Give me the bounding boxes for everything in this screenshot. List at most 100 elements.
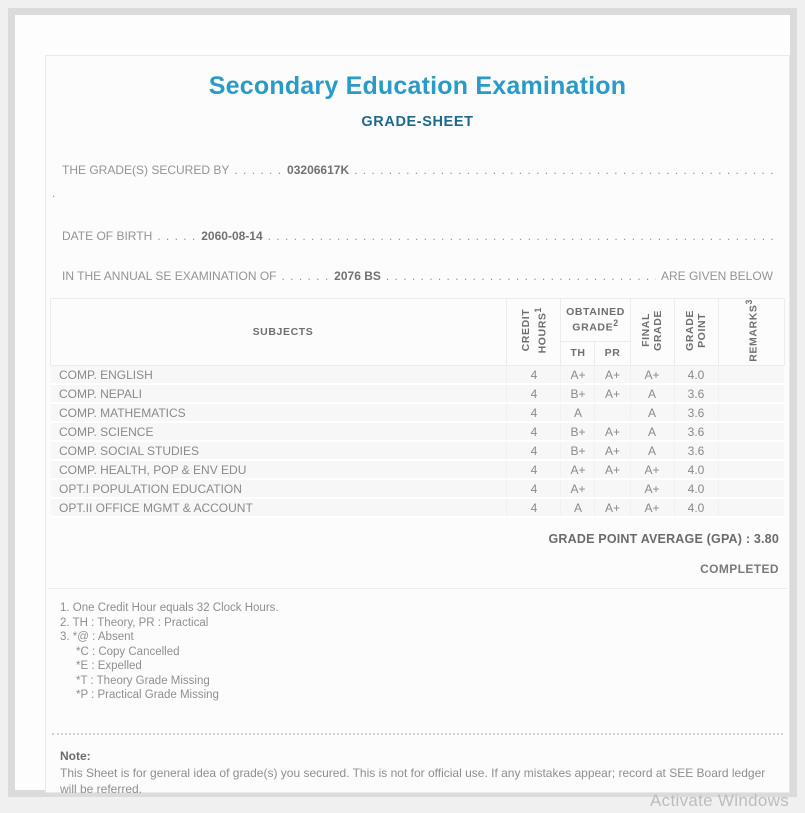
orphan-dot-line: . <box>52 186 773 200</box>
column-header-pr: PR <box>594 341 631 366</box>
grades-secured-label: THE GRADE(S) SECURED BY <box>62 163 230 177</box>
cell-credit: 4 <box>506 384 562 405</box>
dob-label: DATE OF BIRTH <box>62 229 153 243</box>
grade-table-body: COMP. ENGLISH 4 A+ A+ A+ 4.0 COMP. NEPALI 4 B+ A+… <box>50 365 784 519</box>
cell-gp: 3.6 <box>674 384 719 405</box>
column-header-credit-hours: CREDIT HOURS1 <box>506 298 562 366</box>
dob-value: 2060-08-14 <box>201 229 263 243</box>
cell-subject: OPT.II OFFICE MGMT & ACCOUNT <box>50 498 508 519</box>
footnote-line: 2. TH : Theory, PR : Practical <box>60 616 209 629</box>
cell-final: A+ <box>630 479 675 500</box>
column-header-obtained-grade: OBTAINED GRADE2 <box>560 298 631 342</box>
cell-credit: 4 <box>506 479 562 500</box>
symbol-number-value: 03206617K <box>287 163 350 177</box>
cell-subject: COMP. NEPALI <box>50 384 508 405</box>
exam-suffix-label: ARE GIVEN BELOW <box>660 269 773 283</box>
cell-credit: 4 <box>506 460 562 481</box>
table-row: COMP. MATHEMATICS 4 A A 3.6 <box>50 403 784 424</box>
cell-gp: 3.6 <box>674 403 719 424</box>
cell-remarks <box>718 384 784 405</box>
cell-th: A <box>560 403 596 424</box>
grades-secured-line: THE GRADE(S) SECURED BY . . . . . . 0320… <box>62 163 773 177</box>
final-grade-text: FINAL GRADE <box>640 309 664 351</box>
cell-gp: 4.0 <box>674 479 719 500</box>
cell-remarks <box>718 441 784 462</box>
completion-status: COMPLETED <box>700 562 779 577</box>
cell-subject: COMP. SCIENCE <box>50 422 508 443</box>
dotted-separator <box>52 732 783 735</box>
table-row: COMP. SOCIAL STUDIES 4 B+ A+ A 3.6 <box>50 441 784 462</box>
cell-subject: COMP. ENGLISH <box>50 365 508 386</box>
note-text: This Sheet is for general idea of grade(… <box>60 765 766 796</box>
cell-final: A+ <box>630 460 675 481</box>
column-header-final-grade: FINAL GRADE <box>629 298 675 366</box>
footnote-line: *P : Practical Grade Missing <box>60 689 219 702</box>
gpa-value: GRADE POINT AVERAGE (GPA) : 3.80 <box>548 532 779 547</box>
cell-th: A <box>560 498 596 519</box>
cell-credit: 4 <box>506 365 562 386</box>
cell-pr: A+ <box>594 460 631 481</box>
table-row: COMP. HEALTH, POP & ENV EDU 4 A+ A+ A+ 4.0 <box>50 460 784 481</box>
leader-dots: . . . . . . <box>281 269 330 283</box>
column-header-grade-point: GRADE POINT <box>673 298 719 366</box>
column-header-remarks: REMARKS3 <box>717 298 785 366</box>
cell-th: B+ <box>560 384 596 405</box>
cell-subject: COMP. HEALTH, POP & ENV EDU <box>50 460 508 481</box>
cell-gp: 4.0 <box>674 460 719 481</box>
grade-table-header: SUBJECTS CREDIT HOURS1 OBTAINED GRADE2 F… <box>50 298 785 366</box>
cell-remarks <box>718 403 784 424</box>
cell-remarks <box>718 479 784 500</box>
footnotes: 1. One Credit Hour equals 32 Clock Hours… <box>46 589 789 703</box>
grade-table: SUBJECTS CREDIT HOURS1 OBTAINED GRADE2 F… <box>50 298 785 519</box>
exam-year-line: IN THE ANNUAL SE EXAMINATION OF . . . . … <box>62 269 773 283</box>
note-label: Note: <box>60 748 91 763</box>
cell-pr: A+ <box>594 422 631 443</box>
cell-remarks <box>718 460 784 481</box>
summary-section: GRADE POINT AVERAGE (GPA) : 3.80 COMPLET… <box>48 532 787 590</box>
footnote-line: 3. *@ : Absent <box>60 631 134 644</box>
credit-hours-sup: 1 <box>532 307 543 313</box>
cell-credit: 4 <box>506 498 562 519</box>
cell-gp: 3.6 <box>674 441 719 462</box>
cell-remarks <box>718 498 784 519</box>
exam-year-label: IN THE ANNUAL SE EXAMINATION OF <box>62 269 277 283</box>
leader-dots: . . . . . . . . . . . . . . . . . . . . … <box>267 229 773 243</box>
cell-pr <box>594 479 631 500</box>
page-frame: Secondary Education Examination GRADE-SH… <box>8 8 797 797</box>
footnote-line: *T : Theory Grade Missing <box>60 674 210 687</box>
credit-hours-text: CREDIT HOURS <box>519 309 549 354</box>
page-subtitle: GRADE-SHEET <box>361 114 474 130</box>
cell-th: A+ <box>560 460 596 481</box>
cell-final: A+ <box>630 365 675 386</box>
cell-gp: 3.6 <box>674 422 719 443</box>
remarks-text: REMARKS <box>747 304 760 362</box>
cell-subject: COMP. MATHEMATICS <box>50 403 508 424</box>
leader-dots: . <box>52 186 56 200</box>
table-row: OPT.II OFFICE MGMT & ACCOUNT 4 A A+ A+ 4.0 <box>50 498 784 519</box>
cell-remarks <box>718 422 784 443</box>
page-title: Secondary Education Examination <box>208 72 627 100</box>
table-row: COMP. SCIENCE 4 B+ A+ A 3.6 <box>50 422 784 443</box>
cell-final: A <box>630 422 675 443</box>
table-row: COMP. NEPALI 4 B+ A+ A 3.6 <box>50 384 784 405</box>
cell-th: B+ <box>560 441 596 462</box>
cell-pr <box>594 403 631 424</box>
cell-gp: 4.0 <box>674 498 719 519</box>
activate-windows-watermark: Activate Windows <box>650 791 789 810</box>
cell-pr: A+ <box>594 498 631 519</box>
footnote-line: *E : Expelled <box>60 660 142 673</box>
leader-dots: . . . . . . . . . . . . . . . . . . . . … <box>354 163 773 177</box>
cell-pr: A+ <box>594 441 631 462</box>
cell-th: B+ <box>560 422 596 443</box>
dob-line: DATE OF BIRTH . . . . . 2060-08-14 . . .… <box>62 229 773 243</box>
obtained-grade-text: OBTAINED GRADE <box>566 306 625 334</box>
leader-dots: . . . . . . <box>234 163 283 177</box>
cell-credit: 4 <box>506 422 562 443</box>
cell-final: A <box>630 441 675 462</box>
cell-subject: OPT.I POPULATION EDUCATION <box>50 479 508 500</box>
leader-dots: . . . . . <box>157 229 197 243</box>
note-section: Note: This Sheet is for general idea of … <box>60 749 773 797</box>
cell-remarks <box>718 365 784 386</box>
column-header-th: TH <box>560 341 596 366</box>
leader-dots: . . . . . . . . . . . . . . . . . . . . … <box>385 269 656 283</box>
